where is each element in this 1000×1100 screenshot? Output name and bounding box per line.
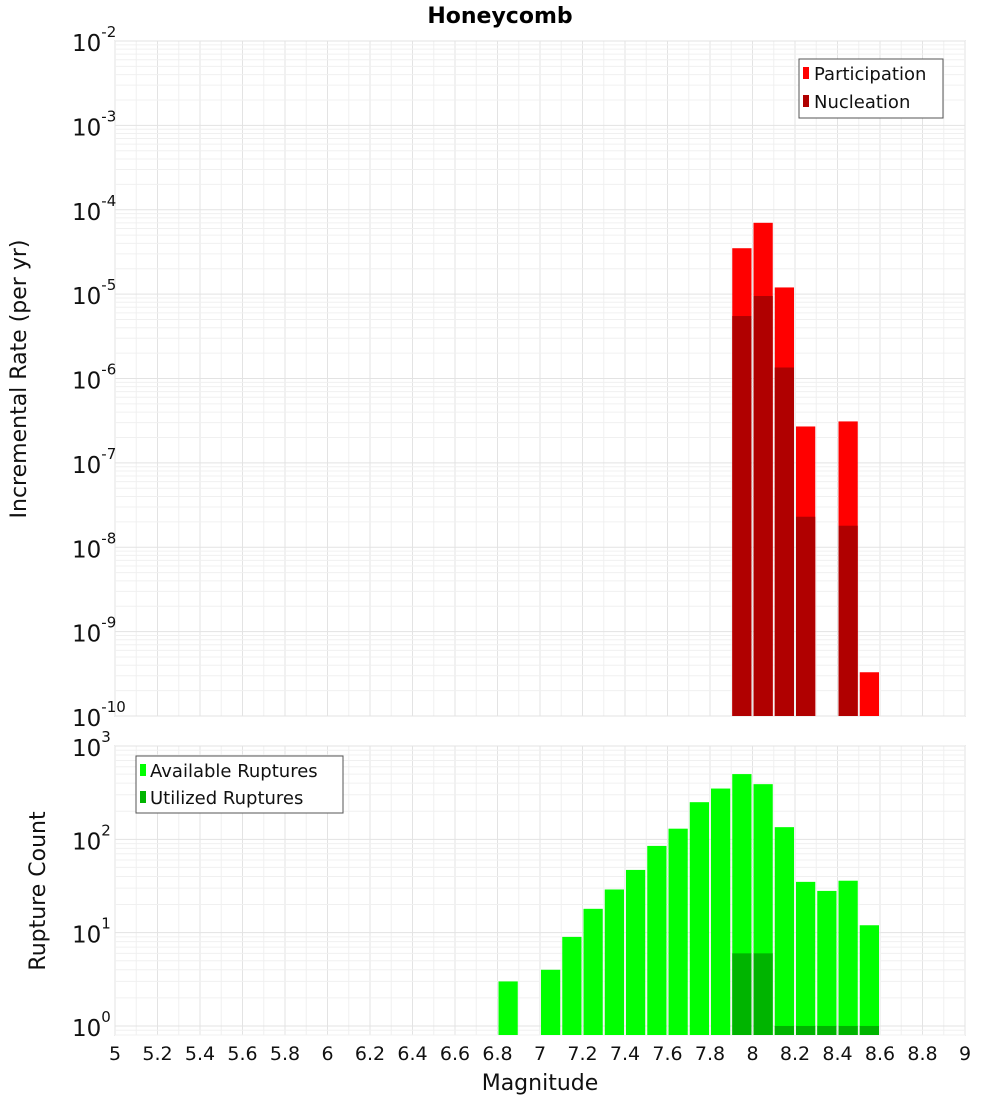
legend-label-utilized: Utilized Ruptures [150, 788, 303, 809]
nucleation-bar [838, 525, 858, 716]
y-tick-label: 10-2 [72, 23, 116, 57]
nucleation-bar [774, 367, 794, 716]
available-ruptures-bar [668, 828, 688, 1035]
utilized-ruptures-bar [732, 953, 752, 1035]
count-plot: 100 101 102 103 5 5.2 5.4 5.6 5.8 6 6.2 6.4 6.6 6.8 7… [26, 728, 971, 1096]
x-tick-label: 7 [534, 1043, 546, 1065]
utilized-ruptures-bar [796, 1025, 816, 1035]
utilized-ruptures-bar [774, 1025, 794, 1035]
rate-plot: 10-10 10-9 10-8 10-7 10-6 10-5 10-4 10-3 10-2 In… [7, 23, 966, 732]
x-tick-label: 7.2 [567, 1043, 597, 1065]
available-ruptures-bar [774, 827, 794, 1035]
x-axis-label: Magnitude [482, 1071, 599, 1096]
x-tick-label: 5.4 [185, 1043, 215, 1065]
y-tick-label: 10-9 [72, 614, 116, 648]
available-ruptures-bar [711, 788, 731, 1035]
x-tick-label: 8.4 [822, 1043, 852, 1065]
x-tick-label: 7.4 [610, 1043, 640, 1065]
x-tick-label: 6.6 [440, 1043, 470, 1065]
y-tick-label: 102 [72, 821, 111, 855]
legend-label-available: Available Ruptures [150, 761, 318, 782]
rate-plot-grid [114, 40, 966, 717]
legend-label-participation: Participation [814, 64, 926, 85]
x-tick-label: 5.8 [270, 1043, 300, 1065]
legend-swatch-utilized [140, 791, 146, 803]
x-tick-label: 8.2 [780, 1043, 810, 1065]
y-tick-label: 10-7 [72, 445, 116, 479]
legend-label-nucleation: Nucleation [814, 92, 910, 113]
available-ruptures-bar [583, 908, 603, 1035]
available-ruptures-bar [817, 890, 837, 1035]
count-legend-box [135, 755, 344, 814]
count-y-axis-label: Rupture Count [26, 811, 51, 971]
participation-bar [859, 672, 879, 716]
count-plot-bars [498, 774, 879, 1035]
x-tick-label: 6.2 [355, 1043, 385, 1065]
utilized-ruptures-bar [817, 1025, 837, 1035]
y-tick-label: 100 [72, 1008, 111, 1042]
x-tick-label: 5 [109, 1043, 121, 1065]
rate-legend: Participation Nucleation [798, 58, 944, 119]
x-tick-label: 8.6 [865, 1043, 895, 1065]
y-tick-label: 10-4 [72, 192, 116, 226]
legend-swatch-participation [803, 67, 809, 79]
x-tick-label: 8.8 [907, 1043, 937, 1065]
nucleation-bar [796, 516, 816, 716]
utilized-ruptures-bar [838, 1025, 858, 1035]
rate-y-axis-label: Incremental Rate (per yr) [7, 240, 32, 519]
y-tick-label: 10-6 [72, 361, 116, 395]
y-tick-label: 103 [72, 728, 111, 762]
chart-title: Honeycomb [427, 4, 572, 29]
x-tick-label: 5.6 [227, 1043, 257, 1065]
y-tick-label: 10-5 [72, 276, 116, 310]
y-tick-label: 101 [72, 915, 111, 949]
utilized-ruptures-bar [859, 1025, 879, 1035]
x-tick-label: 5.2 [142, 1043, 172, 1065]
available-ruptures-bar [647, 845, 667, 1035]
y-tick-label: 10-10 [72, 698, 126, 732]
y-tick-label: 10-3 [72, 107, 116, 141]
nucleation-bar [753, 296, 773, 716]
magnitude-x-ticks: 5 5.2 5.4 5.6 5.8 6 6.2 6.4 6.6 6.8 7 7.2 7.4 7.6 7.8 8… [109, 1043, 971, 1065]
available-ruptures-bar [689, 802, 709, 1035]
available-ruptures-bar [626, 869, 646, 1035]
available-ruptures-bar [498, 981, 518, 1035]
rate-y-ticks: 10-10 10-9 10-8 10-7 10-6 10-5 10-4 10-3 10-2 [72, 23, 126, 732]
x-tick-label: 6.8 [482, 1043, 512, 1065]
x-tick-label: 6.4 [397, 1043, 427, 1065]
x-tick-label: 6 [321, 1043, 333, 1065]
x-tick-label: 7.8 [695, 1043, 725, 1065]
y-tick-label: 10-8 [72, 529, 116, 563]
count-y-ticks: 100 101 102 103 [72, 728, 111, 1042]
x-tick-label: 8 [746, 1043, 758, 1065]
x-tick-label: 7.6 [652, 1043, 682, 1065]
rate-legend-box [798, 58, 944, 119]
legend-swatch-nucleation [803, 95, 809, 107]
available-ruptures-bar [796, 881, 816, 1035]
available-ruptures-bar [562, 936, 582, 1035]
x-tick-label: 9 [959, 1043, 971, 1065]
available-ruptures-bar [604, 889, 624, 1035]
available-ruptures-bar [859, 925, 879, 1035]
utilized-ruptures-bar [753, 953, 773, 1035]
available-ruptures-bar [541, 969, 561, 1035]
available-ruptures-bar [838, 880, 858, 1035]
count-legend: Available Ruptures Utilized Ruptures [135, 755, 344, 814]
nucleation-bar [732, 316, 752, 716]
legend-swatch-available [140, 764, 146, 776]
rate-plot-bars [732, 222, 879, 717]
